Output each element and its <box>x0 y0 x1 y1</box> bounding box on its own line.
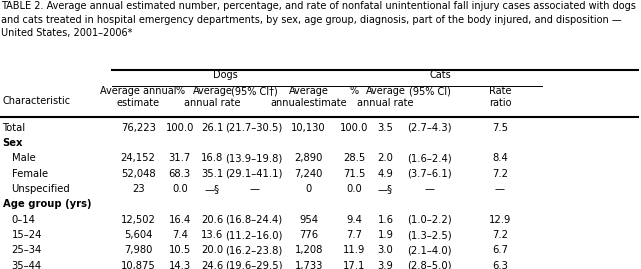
Text: Unspecified: Unspecified <box>12 184 71 194</box>
Text: (95% CI†): (95% CI†) <box>231 86 278 96</box>
Text: 5,604: 5,604 <box>124 230 153 240</box>
Text: 26.1: 26.1 <box>201 123 224 133</box>
Text: 11.9: 11.9 <box>344 245 365 256</box>
Text: 25–34: 25–34 <box>12 245 42 256</box>
Text: 9.4: 9.4 <box>347 215 362 225</box>
Text: 1.9: 1.9 <box>378 230 394 240</box>
Text: (21.7–30.5): (21.7–30.5) <box>226 123 283 133</box>
Text: 13.6: 13.6 <box>201 230 224 240</box>
Text: 23: 23 <box>132 184 144 194</box>
Text: 1,733: 1,733 <box>294 261 323 269</box>
Text: 1,208: 1,208 <box>294 245 323 256</box>
Text: 7,980: 7,980 <box>124 245 153 256</box>
Text: 10.5: 10.5 <box>169 245 191 256</box>
Text: 100.0: 100.0 <box>340 123 369 133</box>
Text: (95% CI): (95% CI) <box>408 86 451 96</box>
Text: Dogs: Dogs <box>213 70 238 80</box>
Text: 20.6: 20.6 <box>201 215 224 225</box>
Text: 1.6: 1.6 <box>378 215 394 225</box>
Text: Average
annualestimate: Average annualestimate <box>271 86 347 108</box>
Text: —: — <box>424 184 435 194</box>
Text: Average annual
estimate: Average annual estimate <box>100 86 176 108</box>
Text: 10,130: 10,130 <box>291 123 326 133</box>
Text: 2,890: 2,890 <box>294 153 323 164</box>
Text: (3.7–6.1): (3.7–6.1) <box>407 169 452 179</box>
Text: 12.9: 12.9 <box>489 215 511 225</box>
Text: 31.7: 31.7 <box>169 153 191 164</box>
Text: 3.9: 3.9 <box>378 261 394 269</box>
Text: 76,223: 76,223 <box>121 123 156 133</box>
Text: 71.5: 71.5 <box>344 169 365 179</box>
Text: (2.8–5.0): (2.8–5.0) <box>407 261 452 269</box>
Text: 7.7: 7.7 <box>347 230 362 240</box>
Text: —§: —§ <box>205 184 220 194</box>
Text: Male: Male <box>12 153 35 164</box>
Text: 35.1: 35.1 <box>201 169 224 179</box>
Text: Average
annual rate: Average annual rate <box>184 86 241 108</box>
Text: (13.9–19.8): (13.9–19.8) <box>226 153 283 164</box>
Text: 10,875: 10,875 <box>121 261 156 269</box>
Text: 954: 954 <box>299 215 318 225</box>
Text: TABLE 2. Average annual estimated number, percentage, and rate of nonfatal unint: TABLE 2. Average annual estimated number… <box>1 1 636 11</box>
Text: 3.5: 3.5 <box>378 123 394 133</box>
Text: 2.0: 2.0 <box>378 153 394 164</box>
Text: 20.0: 20.0 <box>201 245 224 256</box>
Text: Female: Female <box>12 169 47 179</box>
Text: %: % <box>350 86 359 96</box>
Text: 100.0: 100.0 <box>165 123 194 133</box>
Text: (11.2–16.0): (11.2–16.0) <box>226 230 283 240</box>
Text: (1.6–2.4): (1.6–2.4) <box>407 153 452 164</box>
Text: (29.1–41.1): (29.1–41.1) <box>226 169 283 179</box>
Text: 6.3: 6.3 <box>492 261 508 269</box>
Text: 14.3: 14.3 <box>169 261 191 269</box>
Text: 0.0: 0.0 <box>347 184 362 194</box>
Text: 7.2: 7.2 <box>492 169 508 179</box>
Text: Age group (yrs): Age group (yrs) <box>3 199 91 210</box>
Text: Characteristic: Characteristic <box>3 96 71 106</box>
Text: 68.3: 68.3 <box>169 169 191 179</box>
Text: 15–24: 15–24 <box>12 230 42 240</box>
Text: 12,502: 12,502 <box>121 215 156 225</box>
Text: 776: 776 <box>299 230 318 240</box>
Text: (2.1–4.0): (2.1–4.0) <box>407 245 452 256</box>
Text: 3.0: 3.0 <box>378 245 394 256</box>
Text: Total: Total <box>3 123 26 133</box>
Text: 0: 0 <box>306 184 312 194</box>
Text: 7.5: 7.5 <box>492 123 508 133</box>
Text: 24,152: 24,152 <box>121 153 156 164</box>
Text: 24.6: 24.6 <box>201 261 224 269</box>
Text: 7.4: 7.4 <box>172 230 188 240</box>
Text: 7,240: 7,240 <box>294 169 323 179</box>
Text: —: — <box>249 184 259 194</box>
Text: Average
annual rate: Average annual rate <box>357 86 414 108</box>
Text: 4.9: 4.9 <box>378 169 394 179</box>
Text: Rate
ratio: Rate ratio <box>488 86 512 108</box>
Text: 6.7: 6.7 <box>492 245 508 256</box>
Text: (1.3–2.5): (1.3–2.5) <box>407 230 452 240</box>
Text: and cats treated in hospital emergency departments, by sex, age group, diagnosis: and cats treated in hospital emergency d… <box>1 15 622 25</box>
Text: United States, 2001–2006*: United States, 2001–2006* <box>1 28 133 38</box>
Text: 35–44: 35–44 <box>12 261 42 269</box>
Text: —§: —§ <box>378 184 393 194</box>
Text: 0–14: 0–14 <box>12 215 35 225</box>
Text: %: % <box>175 86 185 96</box>
Text: 17.1: 17.1 <box>344 261 365 269</box>
Text: Cats: Cats <box>429 70 451 80</box>
Text: (16.2–23.8): (16.2–23.8) <box>226 245 283 256</box>
Text: (1.0–2.2): (1.0–2.2) <box>407 215 452 225</box>
Text: 28.5: 28.5 <box>344 153 365 164</box>
Text: 52,048: 52,048 <box>121 169 156 179</box>
Text: 7.2: 7.2 <box>492 230 508 240</box>
Text: 16.8: 16.8 <box>201 153 224 164</box>
Text: (2.7–4.3): (2.7–4.3) <box>407 123 452 133</box>
Text: Sex: Sex <box>3 138 23 148</box>
Text: 0.0: 0.0 <box>172 184 188 194</box>
Text: (16.8–24.4): (16.8–24.4) <box>226 215 283 225</box>
Text: 8.4: 8.4 <box>492 153 508 164</box>
Text: —: — <box>495 184 505 194</box>
Text: 16.4: 16.4 <box>169 215 191 225</box>
Text: (19.6–29.5): (19.6–29.5) <box>226 261 283 269</box>
